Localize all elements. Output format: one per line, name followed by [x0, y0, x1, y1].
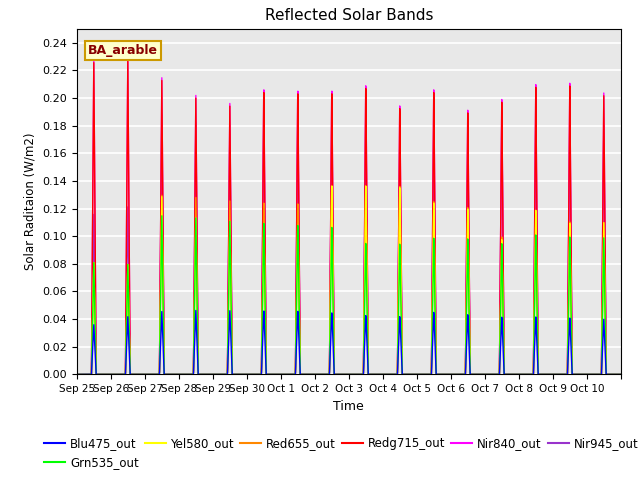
Text: BA_arable: BA_arable — [88, 44, 157, 57]
Legend: Blu475_out, Grn535_out, Yel580_out, Red655_out, Redg715_out, Nir840_out, Nir945_: Blu475_out, Grn535_out, Yel580_out, Red6… — [39, 432, 640, 473]
Title: Reflected Solar Bands: Reflected Solar Bands — [264, 9, 433, 24]
Y-axis label: Solar Raditaion (W/m2): Solar Raditaion (W/m2) — [24, 133, 36, 270]
X-axis label: Time: Time — [333, 400, 364, 413]
